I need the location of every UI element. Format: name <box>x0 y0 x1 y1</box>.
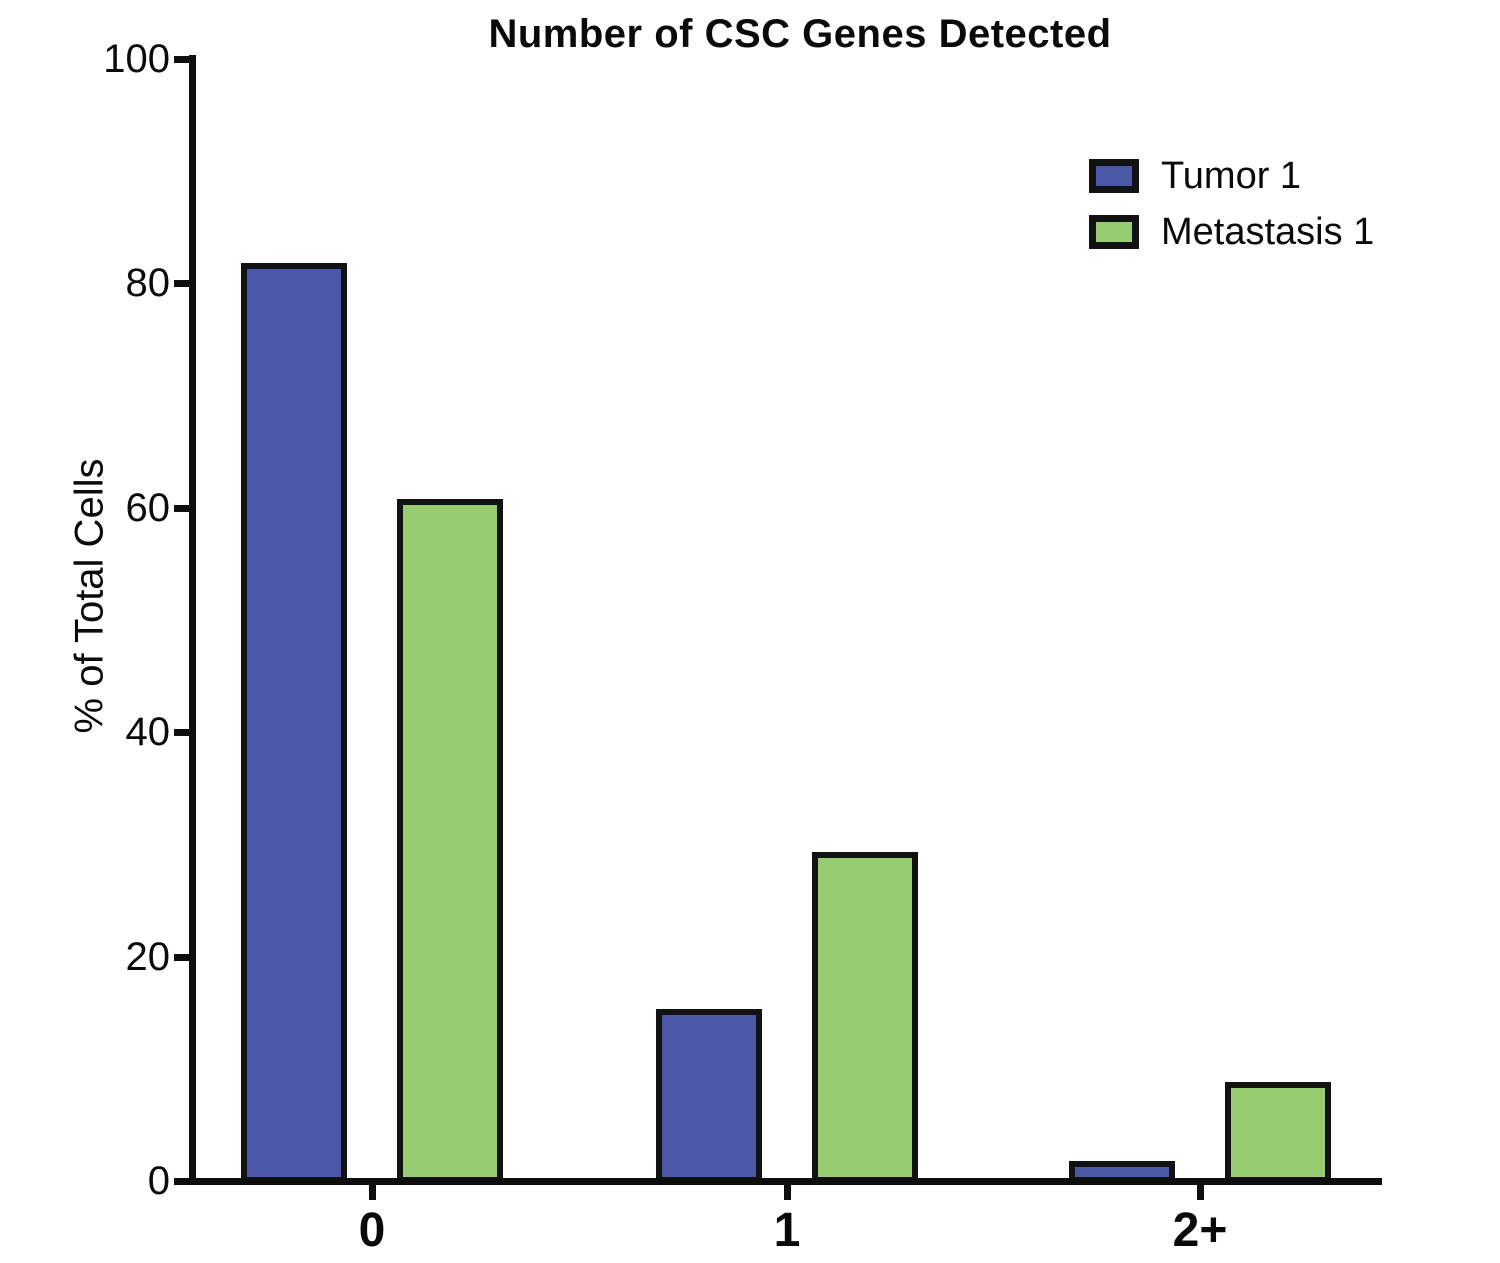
y-tick-80 <box>174 280 189 288</box>
x-tick-label-1: 1 <box>773 1204 801 1257</box>
y-tick-label-80: 80 <box>125 261 171 306</box>
bar-tumor-1-cat-1 <box>656 1009 762 1183</box>
legend: Tumor 1 Metastasis 1 <box>1089 157 1374 251</box>
legend-item-metastasis-1: Metastasis 1 <box>1089 213 1374 251</box>
x-tick-label-0: 0 <box>358 1204 386 1257</box>
x-tick-2+ <box>1197 1185 1204 1200</box>
bar-tumor-1-cat-0 <box>241 263 347 1183</box>
y-tick-0 <box>174 1178 189 1185</box>
x-tick-label-2+: 2+ <box>1172 1204 1228 1257</box>
y-tick-100 <box>174 56 189 63</box>
y-tick-label-20: 20 <box>125 934 171 979</box>
bar-metastasis-1-cat-1 <box>812 852 918 1183</box>
bar-metastasis-1-cat-2+ <box>1225 1082 1331 1183</box>
x-axis-line <box>189 1178 1382 1185</box>
legend-label-metastasis-1: Metastasis 1 <box>1161 211 1375 253</box>
y-tick-20 <box>174 953 189 961</box>
bar-metastasis-1-cat-0 <box>397 499 503 1183</box>
y-tick-label-40: 40 <box>125 710 171 755</box>
legend-label-tumor-1: Tumor 1 <box>1161 155 1302 197</box>
legend-swatch-metastasis-1 <box>1089 215 1139 249</box>
y-tick-label-0: 0 <box>147 1159 170 1203</box>
x-tick-0 <box>369 1185 376 1200</box>
legend-item-tumor-1: Tumor 1 <box>1089 157 1374 195</box>
y-tick-60 <box>174 504 189 512</box>
y-axis-line <box>189 55 196 1185</box>
legend-swatch-tumor-1 <box>1089 159 1139 193</box>
chart-title: Number of CSC Genes Detected <box>488 12 1112 56</box>
y-tick-40 <box>174 729 189 737</box>
x-tick-1 <box>784 1185 791 1200</box>
y-tick-label-60: 60 <box>125 485 171 530</box>
y-tick-label-100: 100 <box>103 37 170 81</box>
